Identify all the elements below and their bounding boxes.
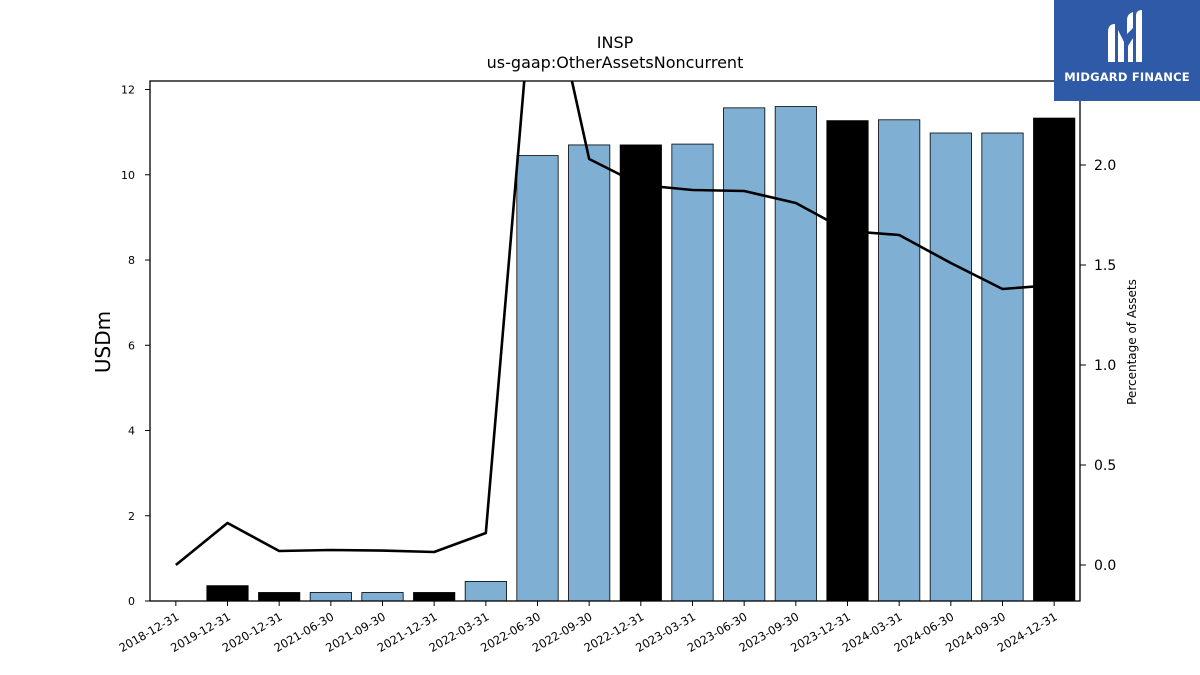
bar-2022-12-31 xyxy=(619,144,662,602)
bar-2023-03-31 xyxy=(671,143,714,602)
y-tick-label: 4 xyxy=(128,425,135,438)
y-tick-label: 12 xyxy=(121,84,135,97)
bar-2023-09-30 xyxy=(774,106,817,602)
logo-icon xyxy=(1108,10,1142,62)
bar-2022-06-30 xyxy=(516,155,559,602)
line-series xyxy=(175,81,1055,567)
y-tick-label: 8 xyxy=(128,254,135,267)
bar-2024-09-30 xyxy=(981,132,1024,602)
chart-subtitle: us-gaap:OtherAssetsNoncurrent xyxy=(487,53,744,72)
bar-2024-12-31 xyxy=(1033,117,1076,602)
bar-2024-03-31 xyxy=(878,119,921,602)
bar-2022-03-31 xyxy=(464,580,507,602)
bar-2022-09-30 xyxy=(568,144,611,602)
bar-2023-06-30 xyxy=(723,107,766,602)
plot-frame xyxy=(149,80,1081,602)
chart-title: INSP xyxy=(597,33,634,52)
y-axis-label: USDm xyxy=(91,311,115,373)
y-tick-label: 6 xyxy=(128,339,135,352)
y-tick-label: 10 xyxy=(121,169,135,182)
y2-tick-label: 0.0 xyxy=(1094,558,1116,574)
percentage-line xyxy=(175,81,1055,567)
bar-2021-06-30 xyxy=(309,592,352,602)
y2-tick-label: 0.5 xyxy=(1094,458,1116,474)
bar-2021-09-30 xyxy=(361,592,404,602)
y2-tick-label: 1.0 xyxy=(1094,358,1116,374)
logo-text: MIDGARD FINANCE xyxy=(1064,70,1190,84)
bar-2023-12-31 xyxy=(826,120,869,602)
midgard-finance-logo: MIDGARD FINANCE xyxy=(1054,0,1200,101)
bar-2020-12-31 xyxy=(258,592,301,602)
y-tick-label: 2 xyxy=(128,510,135,523)
bar-2021-12-31 xyxy=(413,592,456,602)
bar-series xyxy=(206,106,1076,602)
y2-tick-label: 1.5 xyxy=(1094,258,1116,274)
y-tick-label: 0 xyxy=(128,595,135,608)
y2-axis-label: Percentage of Assets xyxy=(1125,279,1139,405)
y2-tick-label: 2.0 xyxy=(1094,158,1116,174)
bar-2024-06-30 xyxy=(929,132,972,602)
bar-2019-12-31 xyxy=(206,585,249,602)
